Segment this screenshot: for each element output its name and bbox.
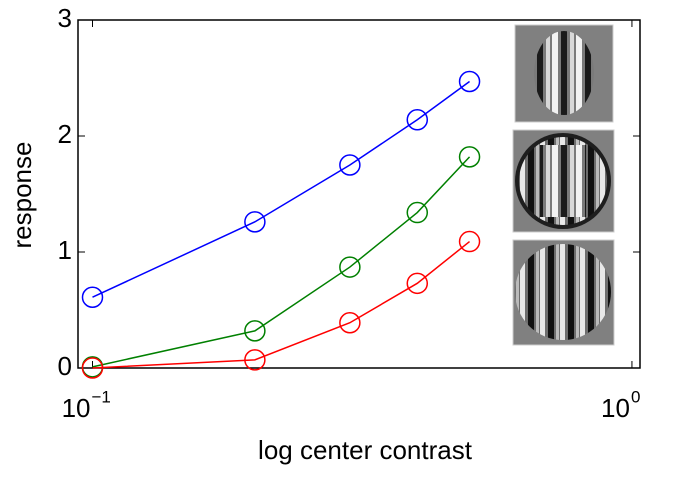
center-grating — [540, 145, 586, 217]
y-tick-label: 2 — [58, 119, 72, 149]
marker — [244, 349, 266, 371]
marker — [458, 230, 481, 253]
stimulus-images — [512, 24, 615, 346]
marker — [458, 70, 481, 93]
marker — [406, 272, 429, 295]
marker — [244, 211, 266, 233]
y-tick-label: 0 — [58, 351, 72, 381]
x-tick-label: 10 — [601, 393, 630, 423]
series-line — [92, 80, 470, 298]
grating — [515, 244, 611, 340]
grating — [534, 31, 594, 115]
marker — [81, 286, 104, 308]
y-axis-label: response — [7, 142, 37, 249]
plot-frame — [77, 19, 641, 369]
marker — [339, 256, 361, 278]
marker — [339, 154, 361, 176]
marker — [406, 109, 429, 131]
series-line — [92, 240, 471, 369]
marker — [339, 312, 361, 334]
marker — [81, 357, 104, 379]
marker — [406, 201, 429, 224]
series-line — [92, 156, 471, 368]
marker — [244, 320, 266, 342]
marker — [458, 146, 481, 168]
y-tick-label: 1 — [58, 235, 72, 265]
x-axis-label: log center contrast — [258, 435, 473, 465]
x-tick-exponent: 0 — [631, 387, 640, 406]
x-tick-label: 10 — [62, 393, 91, 423]
y-tick-label: 3 — [58, 3, 72, 33]
x-tick-exponent: −1 — [91, 387, 110, 406]
